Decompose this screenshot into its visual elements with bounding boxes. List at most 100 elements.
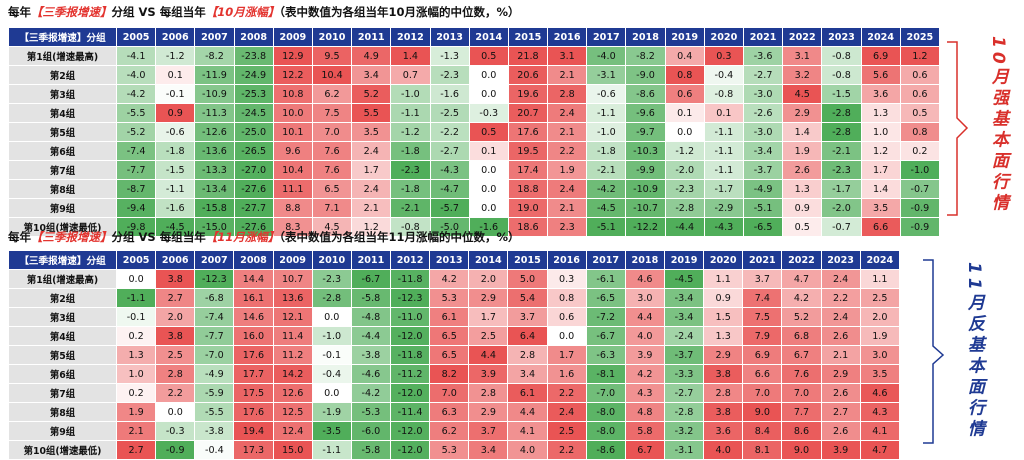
heatmap-cell: -1.2 (664, 141, 705, 161)
heatmap-cell: 0.9 (703, 288, 744, 308)
heatmap-cell: 1.7 (860, 160, 901, 180)
heatmap-cell: -1.0 (899, 160, 941, 180)
heatmap-cell: -5.5 (194, 402, 235, 422)
column-label: 2015 (507, 27, 549, 47)
heatmap-cell: 0.0 (546, 326, 587, 346)
heatmap-cell: 20.7 (507, 103, 549, 123)
heatmap-cell: -2.0 (664, 160, 705, 180)
heatmap-cell: 2.6 (820, 326, 861, 346)
heatmap-cell: 17.7 (233, 364, 274, 384)
heatmap-cell: 4.5 (311, 217, 353, 237)
heatmap-cell: -0.9 (899, 217, 941, 237)
heatmap-cell: 0.0 (115, 269, 157, 289)
heatmap-cell: -5.8 (350, 288, 391, 308)
heatmap-cell: 7.0 (429, 383, 470, 403)
heatmap-cell: -3.0 (742, 84, 784, 104)
heatmap-cell: 18.8 (507, 179, 549, 199)
chart1-side-label: 10月强基本面行情 (988, 36, 1008, 215)
heatmap-cell: 19.4 (233, 421, 274, 441)
heatmap-cell: -0.3 (155, 421, 196, 441)
row-label: 第4组 (8, 326, 117, 346)
heatmap-cell: -2.9 (703, 198, 745, 218)
column-label: 2019 (663, 250, 705, 270)
heatmap-cell: -1.5 (821, 84, 862, 104)
heatmap-cell: -2.3 (390, 160, 431, 180)
heatmap-cell: 0.0 (664, 122, 705, 142)
heatmap-cell: 4.0 (624, 326, 665, 346)
heatmap-cell: -8.6 (585, 440, 626, 460)
heatmap-cell: 3.5 (351, 122, 392, 142)
heatmap-cell: -1.2 (155, 46, 196, 66)
heatmap-cell: 6.9 (742, 345, 783, 365)
heatmap-cell: -12.0 (389, 383, 431, 403)
heatmap-cell: -13.3 (194, 160, 235, 180)
heatmap-cell: 4.3 (859, 402, 901, 422)
heatmap-cell: -1.0 (586, 122, 627, 142)
heatmap-cell: 2.6 (820, 383, 861, 403)
heatmap-cell: 14.6 (233, 307, 274, 327)
heatmap-cell: 2.9 (820, 364, 861, 384)
heatmap-cell: 2.0 (155, 307, 196, 327)
heatmap-cell: 7.9 (742, 326, 783, 346)
heatmap-cell: 11.1 (272, 179, 313, 199)
heatmap-cell: -0.8 (390, 217, 431, 237)
heatmap-cell: 2.1 (547, 65, 588, 85)
column-label: 2019 (664, 27, 705, 47)
heatmap-cell: 19.5 (507, 141, 549, 161)
heatmap-cell: 8.2 (429, 364, 470, 384)
column-label: 2020 (703, 27, 745, 47)
heatmap-cell: -2.1 (821, 141, 862, 161)
heatmap-cell: -8.7 (115, 179, 157, 199)
heatmap-cell: -2.7 (742, 65, 784, 85)
heatmap-cell: 2.7 (820, 402, 861, 422)
chart2-title-part5: （表中数值为各组当年11月涨幅的中位数，%） (279, 230, 520, 244)
heatmap-cell: 2.2 (820, 288, 861, 308)
table-row: 第4组 -5.5 0.9 -11.3 -24.5 10.0 7.5 5.5 -1.1 -2.5 -0… (8, 103, 941, 123)
heatmap-cell: -0.3 (468, 103, 509, 123)
heatmap-cell: 0.6 (664, 84, 705, 104)
column-label: 2024 (859, 250, 901, 270)
column-label: 2011 (350, 250, 391, 270)
heatmap-cell: -1.1 (311, 440, 352, 460)
heatmap-cell: -2.8 (311, 288, 352, 308)
heatmap-cell: 4.2 (624, 364, 665, 384)
heatmap-cell: -3.1 (663, 440, 705, 460)
heatmap-cell: -5.5 (115, 103, 157, 123)
heatmap-cell: -27.6 (233, 217, 274, 237)
heatmap-cell: 2.2 (546, 440, 587, 460)
heatmap-cell: 1.7 (351, 160, 392, 180)
row-label: 第8组 (8, 179, 117, 199)
column-label: 2022 (781, 250, 822, 270)
heatmap-cell: 1.4 (860, 179, 901, 199)
heatmap-cell: -2.7 (429, 141, 470, 161)
heatmap-cell: 8.3 (272, 217, 313, 237)
heatmap-cell: -5.0 (429, 217, 470, 237)
heatmap-cell: 12.6 (272, 383, 313, 403)
table-row: 第2组 -4.0 0.1 -11.9 -24.9 12.2 10.4 3.4 0.7 -2.3 0.… (8, 65, 941, 85)
heatmap-cell: 1.9 (115, 402, 157, 422)
table-row: 第6组 -7.4 -1.8 -13.6 -26.5 9.6 7.6 2.4 -1.8 -2.7 0.… (8, 141, 941, 161)
row-label: 第4组 (8, 103, 117, 123)
heatmap-cell: 1.0 (115, 364, 157, 384)
corner-label: 【三季报增速】分组 (8, 27, 117, 47)
heatmap-cell: 19.6 (507, 84, 549, 104)
heatmap-cell: 7.0 (781, 383, 822, 403)
heatmap-cell: -0.1 (155, 84, 196, 104)
heatmap-cell: 1.7 (546, 345, 587, 365)
column-label: 2012 (390, 27, 431, 47)
column-label: 2015 (507, 250, 548, 270)
heatmap-cell: 18.6 (507, 217, 549, 237)
heatmap-cell: -12.3 (194, 269, 235, 289)
heatmap-cell: 1.1 (703, 269, 744, 289)
heatmap-cell: 11.2 (272, 345, 313, 365)
heatmap-cell: -6.3 (585, 345, 626, 365)
table-row: 第5组 1.3 2.5 -7.0 17.6 11.2 -0.1 -3.8 -11.8 6.5 4.4… (8, 345, 901, 365)
table-row: 第1组(增速最高) 0.0 3.8 -12.3 14.4 10.7 -2.3 -6.7 -11.… (8, 269, 901, 289)
heatmap-cell: -27.7 (233, 198, 274, 218)
heatmap-cell: -3.7 (742, 160, 784, 180)
heatmap-cell: -8.2 (625, 46, 666, 66)
heatmap-cell: -2.8 (821, 103, 862, 123)
column-label: 2010 (311, 27, 353, 47)
heatmap-cell: 5.4 (507, 288, 548, 308)
row-label: 第9组 (8, 198, 117, 218)
